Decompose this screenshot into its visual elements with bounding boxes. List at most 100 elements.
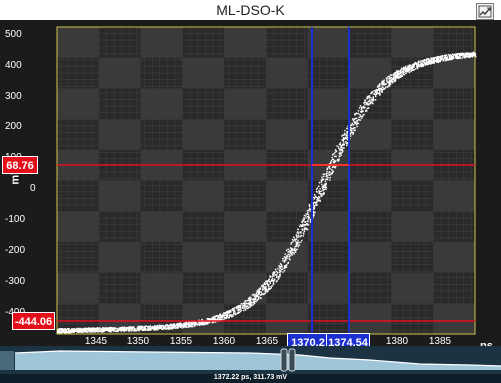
waveform-sample bbox=[328, 166, 330, 169]
waveform-sample bbox=[300, 225, 303, 227]
waveform-sample bbox=[222, 314, 224, 316]
waveform-sample bbox=[298, 244, 301, 246]
waveform-sample bbox=[313, 197, 316, 199]
waveform-sample bbox=[223, 312, 225, 315]
waveform-sample bbox=[331, 171, 333, 174]
waveform-sample bbox=[237, 311, 239, 314]
waveform-sample bbox=[104, 328, 107, 331]
waveform-sample bbox=[466, 55, 468, 57]
waveform-sample bbox=[472, 56, 474, 58]
waveform-sample bbox=[305, 217, 307, 219]
waveform-sample bbox=[183, 326, 186, 328]
waveform-sample bbox=[100, 331, 103, 333]
waveform-sample bbox=[321, 195, 323, 197]
waveform-sample bbox=[359, 105, 362, 107]
waveform-sample bbox=[97, 327, 99, 329]
waveform-sample bbox=[308, 206, 311, 208]
waveform-sample bbox=[325, 188, 327, 190]
waveform-sample bbox=[277, 275, 280, 278]
waveform-sample bbox=[394, 73, 396, 75]
waveform-sample bbox=[312, 213, 315, 216]
waveform-sample bbox=[371, 99, 373, 102]
waveform-sample bbox=[268, 286, 270, 288]
waveform-sample bbox=[267, 283, 269, 286]
waveform-sample bbox=[266, 282, 268, 284]
waveform-sample bbox=[254, 300, 256, 302]
waveform-sample bbox=[359, 114, 361, 116]
waveform-sample bbox=[382, 89, 384, 91]
waveform-sample bbox=[109, 330, 111, 333]
waveform-sample bbox=[327, 172, 329, 174]
waveform-sample bbox=[246, 299, 249, 302]
waveform-sample bbox=[89, 328, 91, 331]
waveform-sample bbox=[289, 252, 292, 254]
waveform-sample bbox=[213, 318, 215, 320]
overview-zoom-handle[interactable] bbox=[280, 348, 296, 372]
waveform-sample bbox=[402, 70, 404, 73]
waveform-sample bbox=[250, 298, 252, 300]
waveform-sample bbox=[406, 71, 408, 73]
waveform-sample bbox=[249, 298, 252, 300]
waveform-sample bbox=[304, 224, 306, 227]
waveform-sample bbox=[439, 61, 441, 63]
waveform-sample bbox=[313, 207, 316, 210]
waveform-sample bbox=[410, 67, 412, 69]
waveform-sample bbox=[211, 321, 213, 324]
waveform-sample bbox=[352, 132, 355, 134]
waveform-sample bbox=[94, 328, 97, 331]
x-tick: 1350 bbox=[126, 336, 150, 347]
waveform-sample bbox=[113, 329, 115, 331]
waveform-sample bbox=[173, 326, 175, 329]
waveform-sample bbox=[279, 275, 281, 278]
waveform-sample bbox=[233, 309, 235, 311]
waveform-sample bbox=[464, 55, 466, 58]
waveform-sample bbox=[332, 170, 334, 172]
export-button[interactable] bbox=[476, 3, 494, 20]
waveform-sample bbox=[264, 283, 266, 286]
scope-display[interactable]: 500 400 300 200 100 0 -100 -200 -300 -40… bbox=[0, 20, 501, 352]
grid-cell bbox=[391, 241, 434, 273]
grid-cell bbox=[266, 57, 308, 89]
waveform-sample bbox=[407, 68, 409, 70]
waveform-sample bbox=[69, 332, 71, 334]
waveform-sample bbox=[265, 285, 267, 288]
waveform-sample bbox=[149, 325, 152, 327]
waveform-sample bbox=[58, 328, 61, 330]
waveform-sample bbox=[293, 236, 295, 238]
waveform-sample bbox=[325, 172, 328, 175]
waveform-sample bbox=[343, 138, 345, 140]
waveform-sample bbox=[184, 324, 186, 327]
waveform-sample bbox=[420, 60, 422, 62]
waveform-sample bbox=[340, 154, 343, 156]
grid-cell bbox=[182, 272, 225, 304]
waveform-sample bbox=[232, 314, 234, 316]
plot-area[interactable] bbox=[0, 20, 501, 346]
grid-cell bbox=[98, 180, 141, 212]
overview-strip[interactable]: 1372.22 ps, 311.73 mV bbox=[0, 346, 501, 383]
waveform-sample bbox=[120, 327, 123, 329]
waveform-sample bbox=[285, 257, 287, 259]
waveform-sample bbox=[387, 85, 389, 87]
waveform-sample bbox=[381, 87, 383, 90]
waveform-sample bbox=[265, 287, 267, 289]
waveform-sample bbox=[220, 316, 222, 318]
waveform-sample bbox=[342, 141, 345, 143]
waveform-sample bbox=[153, 325, 156, 327]
waveform-sample bbox=[261, 284, 264, 286]
horizontal-marker-2-label[interactable]: -444.06 bbox=[12, 312, 55, 330]
waveform-sample bbox=[101, 331, 104, 333]
waveform-sample bbox=[219, 314, 221, 316]
waveform-sample bbox=[408, 70, 410, 72]
waveform-sample bbox=[122, 329, 124, 331]
waveform-sample bbox=[444, 55, 446, 57]
waveform-sample bbox=[77, 330, 79, 332]
waveform-sample bbox=[320, 179, 322, 181]
waveform-sample bbox=[184, 322, 186, 324]
waveform-sample bbox=[368, 97, 370, 99]
waveform-sample bbox=[352, 124, 355, 126]
waveform-sample bbox=[461, 54, 463, 56]
waveform-sample bbox=[298, 236, 300, 238]
waveform-sample bbox=[287, 253, 289, 256]
horizontal-marker-1-label[interactable]: 68.76 bbox=[2, 156, 38, 174]
waveform-sample bbox=[463, 54, 466, 56]
